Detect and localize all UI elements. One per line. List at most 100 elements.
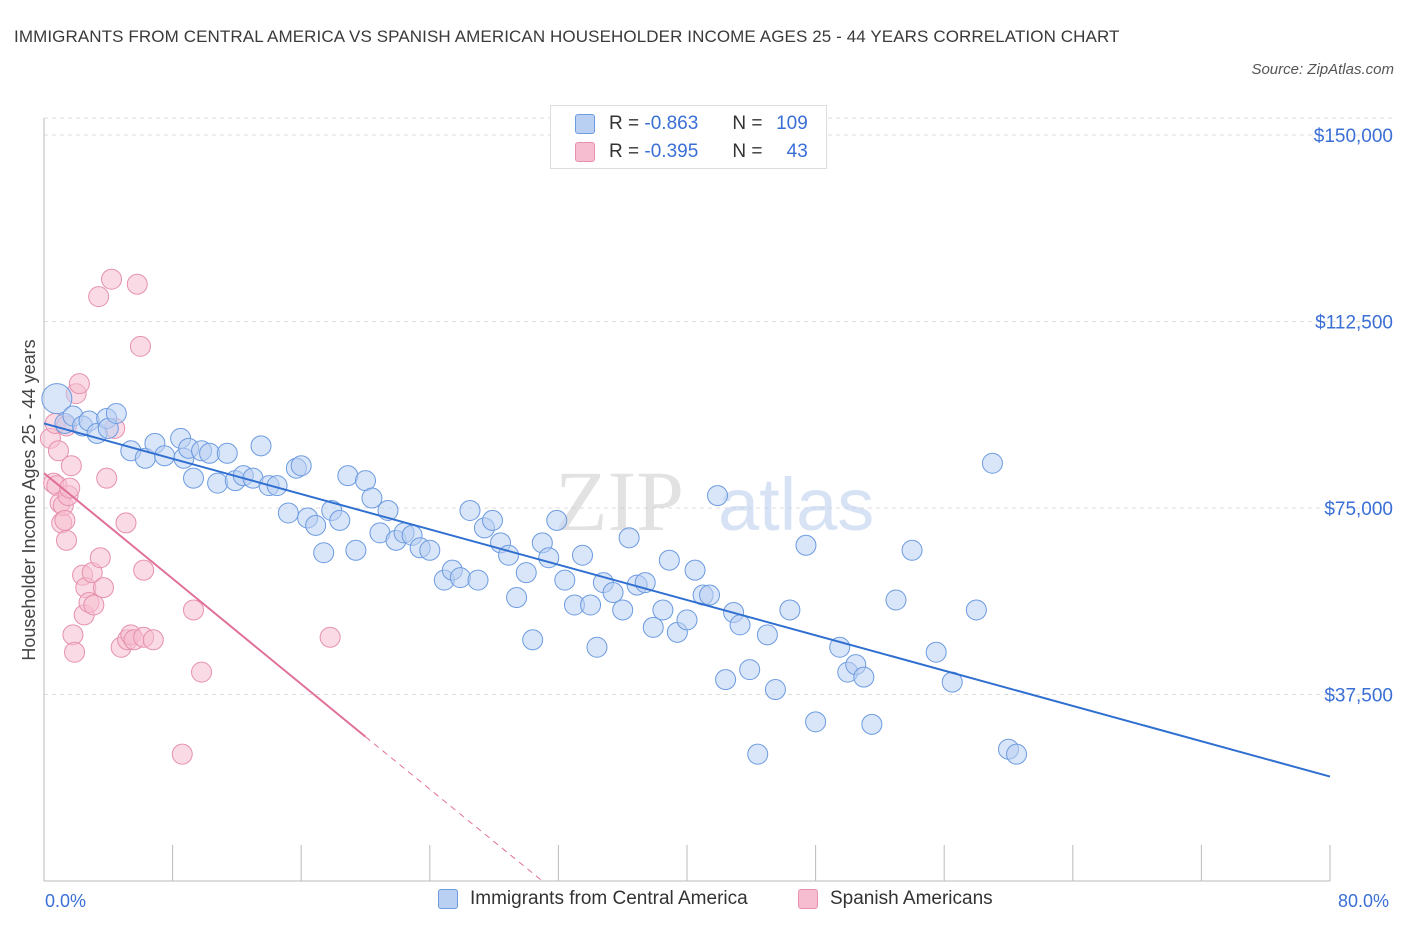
data-point [652,599,674,621]
legend-swatch-pink [575,142,595,162]
y-tick-label: $112,500 [1315,313,1393,334]
data-point [105,403,127,425]
data-point [764,679,786,701]
data-point [129,335,151,357]
spanish-american-trend-extension [365,736,543,882]
central-america-points [41,383,1028,765]
data-point [313,542,335,564]
data-point [96,467,118,489]
data-point [885,589,907,611]
data-point [676,609,698,631]
data-point [101,268,123,290]
chart-source: Source: ZipAtlas.com [1251,61,1394,78]
data-point [554,569,576,591]
data-point [756,624,778,646]
data-point [1006,743,1028,765]
legend-r-label: R = [609,113,640,134]
data-point [779,599,801,621]
x-tick-label-max: 80.0% [1338,891,1390,911]
data-point [250,435,272,457]
data-point [729,614,751,636]
data-point [612,599,634,621]
data-point [216,442,238,464]
x-tick-label-min: 0.0% [45,891,87,911]
data-point [699,584,721,606]
legend-swatch-blue [575,114,595,134]
data-point [89,547,111,569]
data-point [115,512,137,534]
legend-r-label: R = [609,141,640,162]
data-point [92,577,114,599]
data-point [171,743,193,765]
legend-item-spanish-americans[interactable]: Spanish Americans [798,888,993,910]
data-point [467,569,489,591]
legend-n-value: 109 [776,113,808,134]
legend-item-central-america[interactable]: Immigrants from Central America [438,888,748,910]
data-point [805,711,827,733]
data-point [337,465,359,487]
data-point [182,467,204,489]
data-point [522,629,544,651]
data-point [580,594,602,616]
data-point [449,567,471,589]
data-point [853,666,875,688]
legend-row-central-america: R = -0.863 N = 109 [575,111,808,137]
data-point [305,514,327,536]
data-point [965,599,987,621]
legend-n-label: N = [732,113,763,134]
data-point [377,499,399,521]
data-point [747,743,769,765]
data-point [506,587,528,609]
data-point [861,713,883,735]
data-point [707,485,729,507]
y-tick-label: $37,500 [1324,686,1393,707]
data-point [515,562,537,584]
data-point [56,529,78,551]
series-legend: Immigrants from Central America Spanish … [0,888,1406,916]
y-tick-label: $150,000 [1314,126,1393,147]
data-point [88,286,110,308]
data-point [329,509,351,531]
data-point [345,539,367,561]
data-point [41,383,73,415]
data-point [191,661,213,683]
correlation-legend: R = -0.863 N = 109 R = -0.395 N = 43 [550,105,827,169]
data-point [829,636,851,658]
data-point [277,502,299,524]
data-point [68,373,90,395]
legend-n-value: 43 [786,141,808,162]
data-point [658,549,680,571]
data-point [83,594,105,616]
data-point [618,527,640,549]
data-point [199,442,221,464]
data-point [126,273,148,295]
data-point [546,509,568,531]
data-point [54,509,76,531]
legend-r-value: -0.863 [644,113,699,134]
data-point [642,616,664,638]
data-point [59,477,81,499]
legend-swatch-pink [798,889,818,909]
spanish-american-trend-line [43,472,367,738]
legend-n-label: N = [732,141,763,162]
data-point [459,499,481,521]
data-point [684,559,706,581]
legend-r-value: -0.395 [644,141,699,162]
data-point [64,641,86,663]
legend-label: Spanish Americans [830,888,993,909]
data-point [739,659,761,681]
data-point [981,452,1003,474]
data-point [290,455,312,477]
y-tick-labels: $37,500 $75,000 $112,500 $150,000 [1314,126,1393,707]
y-axis-label: Householder Income Ages 25 - 44 years [19,339,39,660]
data-point [586,636,608,658]
central-america-trend-line [43,422,1331,778]
data-point [795,534,817,556]
data-point [62,624,84,646]
data-point [319,626,341,648]
legend-swatch-blue [438,889,458,909]
data-point [602,582,624,604]
data-point [481,509,503,531]
data-point [142,629,164,651]
